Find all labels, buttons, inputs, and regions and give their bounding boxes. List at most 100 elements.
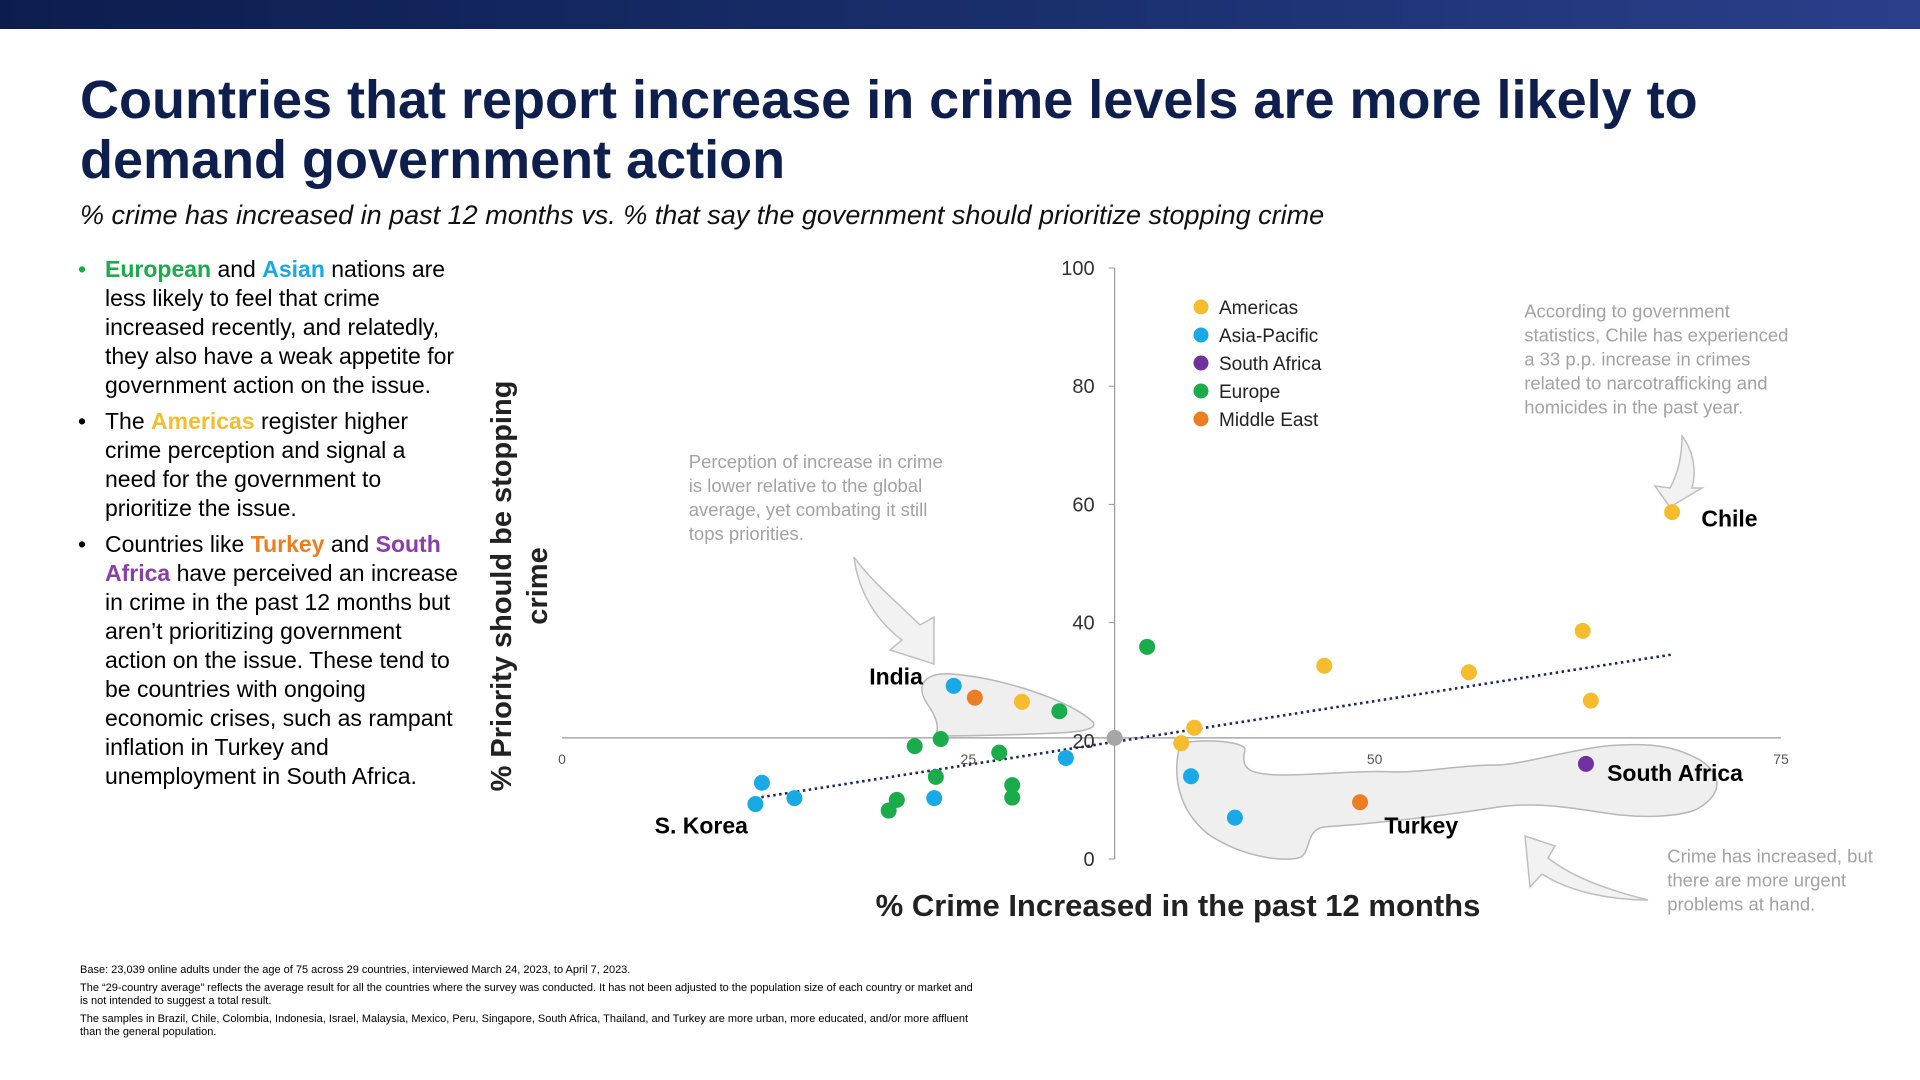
data-point-europe: [927, 768, 944, 785]
india-highlight-shape: [921, 673, 1095, 737]
page-title: Countries that report increase in crime …: [80, 70, 1698, 190]
legend-label-americas: Americas: [1219, 298, 1298, 319]
data-point-middle-east: [1352, 794, 1369, 811]
annotation-note-3: Crime has increased, but there are more u…: [1667, 846, 1873, 915]
page-subtitle: % crime has increased in past 12 months …: [80, 200, 1325, 230]
data-point-south-africa: [1577, 755, 1594, 772]
bullet-americas: The Americas register higher crime perce…: [78, 407, 458, 523]
annotation-line: average, yet combating it still: [689, 499, 928, 520]
annotation-line: problems at hand.: [1667, 894, 1815, 915]
top-banner: [0, 0, 1920, 29]
data-point-europe: [932, 731, 949, 748]
annotation-line: there are more urgent: [1667, 870, 1846, 891]
annotation-line: related to narcotrafficking and: [1524, 373, 1767, 394]
bullet-text: register higher crime perception and sig…: [105, 408, 409, 521]
bullet-turkey-south-africa: Countries like Turkey and South Africa h…: [78, 530, 458, 791]
annotation-line: statistics, Chile has experienced: [1524, 325, 1788, 346]
footnote-average: The “29-country average” reflects the av…: [80, 982, 973, 1007]
y-axis-title: % Priority should be stopping crime: [486, 381, 554, 792]
bullet-text: Countries like: [105, 531, 251, 557]
data-point-europe: [991, 744, 1008, 761]
x-tick-label: 25: [961, 751, 977, 767]
x-axis-title: % Crime Increased in the past 12 months: [876, 888, 1481, 923]
data-point-asia-pacific: [1226, 809, 1243, 826]
y-tick-label: 0: [1083, 849, 1094, 871]
data-point-asia-pacific: [747, 796, 764, 813]
annotation-line: Perception of increase in crime: [689, 451, 943, 472]
annotation-line: is lower relative to the global: [689, 475, 922, 496]
y-tick-label: 80: [1072, 376, 1094, 398]
y-tick-label: 60: [1072, 494, 1094, 516]
annotation-line: Crime has increased, but: [1667, 846, 1873, 867]
legend-label-middle-east: Middle East: [1219, 410, 1319, 431]
data-point-middle-east: [966, 689, 983, 706]
data-point-asia-pacific: [1183, 768, 1200, 785]
data-point-asia-pacific: [753, 774, 770, 791]
legend-label-asia-pacific: Asia-Pacific: [1219, 326, 1318, 347]
data-point-europe: [906, 738, 923, 755]
x-tick-label: 0: [558, 751, 566, 767]
legend-label-europe: Europe: [1219, 382, 1280, 403]
annotation-line: tops priorities.: [689, 523, 804, 544]
legend-label-south-africa: South Africa: [1219, 354, 1322, 375]
legend-marker-americas: [1193, 299, 1209, 315]
chile-callout-arrow: [1653, 433, 1705, 508]
country-label-chile: Chile: [1701, 505, 1757, 531]
bullet-text: have perceived an increase in crime in t…: [105, 560, 458, 789]
annotation-line: homicides in the past year.: [1524, 397, 1743, 418]
data-point-europe: [888, 791, 905, 808]
highlight-south-africa: South Africa: [105, 531, 441, 586]
data-point-asia-pacific: [945, 677, 962, 694]
trendline: [755, 653, 1673, 800]
y-tick-label: 20: [1072, 731, 1094, 753]
data-point-americas: [1316, 657, 1333, 674]
footnotes: Base: 23,039 online adults under the age…: [80, 964, 980, 1044]
y-axis-title-line: % Priority should be stopping: [486, 381, 518, 792]
highlight-turkey: Turkey: [250, 531, 325, 557]
data-point-americas: [1664, 504, 1681, 521]
legend-marker-middle-east: [1193, 411, 1209, 427]
country-label-india: India: [869, 664, 923, 690]
y-tick-label: 40: [1072, 613, 1094, 635]
footnote-base: Base: 23,039 online adults under the age…: [80, 964, 631, 976]
annotation-line: a 33 p.p. increase in crimes: [1524, 349, 1750, 370]
data-point-average: [1106, 729, 1123, 746]
data-point-asia-pacific: [926, 790, 943, 807]
turkey-south-africa-highlight-shape: [1176, 740, 1718, 860]
footnote-samples: The samples in Brazil, Chile, Colombia, …: [80, 1013, 968, 1038]
y-tick-label: 100: [1061, 258, 1094, 280]
data-point-asia-pacific: [786, 790, 803, 807]
bullet-text: and: [211, 256, 263, 282]
data-point-americas: [1013, 693, 1030, 710]
data-point-americas: [1574, 622, 1591, 639]
india-callout-arrow: [853, 556, 935, 666]
data-point-europe: [1004, 777, 1021, 794]
data-point-americas: [1460, 664, 1477, 681]
data-point-asia-pacific: [1057, 749, 1074, 766]
annotation-note-2: Perception of increase in crime is lower …: [689, 451, 943, 544]
legend-marker-south-africa: [1193, 355, 1209, 371]
legend-marker-europe: [1193, 383, 1209, 399]
country-label-s-korea: S. Korea: [655, 813, 749, 839]
data-point-americas: [1173, 735, 1190, 752]
x-tick-label: 75: [1773, 751, 1789, 767]
annotation-note-1: According to government statistics, Chile…: [1524, 301, 1788, 418]
data-point-europe: [1004, 789, 1021, 806]
y-axis-title-line: crime: [522, 547, 554, 624]
country-label-south-africa: South Africa: [1607, 760, 1743, 786]
highlight-asian: Asian: [262, 256, 325, 282]
legend-marker-asia-pacific: [1193, 327, 1209, 343]
data-point-americas: [1582, 692, 1599, 709]
bullet-text: nations are less likely to feel that cri…: [105, 256, 455, 398]
highlight-americas: Americas: [151, 408, 255, 434]
callout-arrows: [853, 433, 1705, 901]
data-point-americas: [1186, 719, 1203, 736]
turkey-callout-arrow: [1524, 834, 1649, 901]
annotation-line: According to government: [1524, 301, 1730, 322]
x-tick-label: 50: [1367, 751, 1383, 767]
bullet-text: and: [324, 531, 376, 557]
insight-bullets: European and Asian nations are less like…: [78, 255, 458, 798]
data-point-europe: [1051, 703, 1068, 720]
bullet-europe-asia: European and Asian nations are less like…: [78, 255, 458, 400]
